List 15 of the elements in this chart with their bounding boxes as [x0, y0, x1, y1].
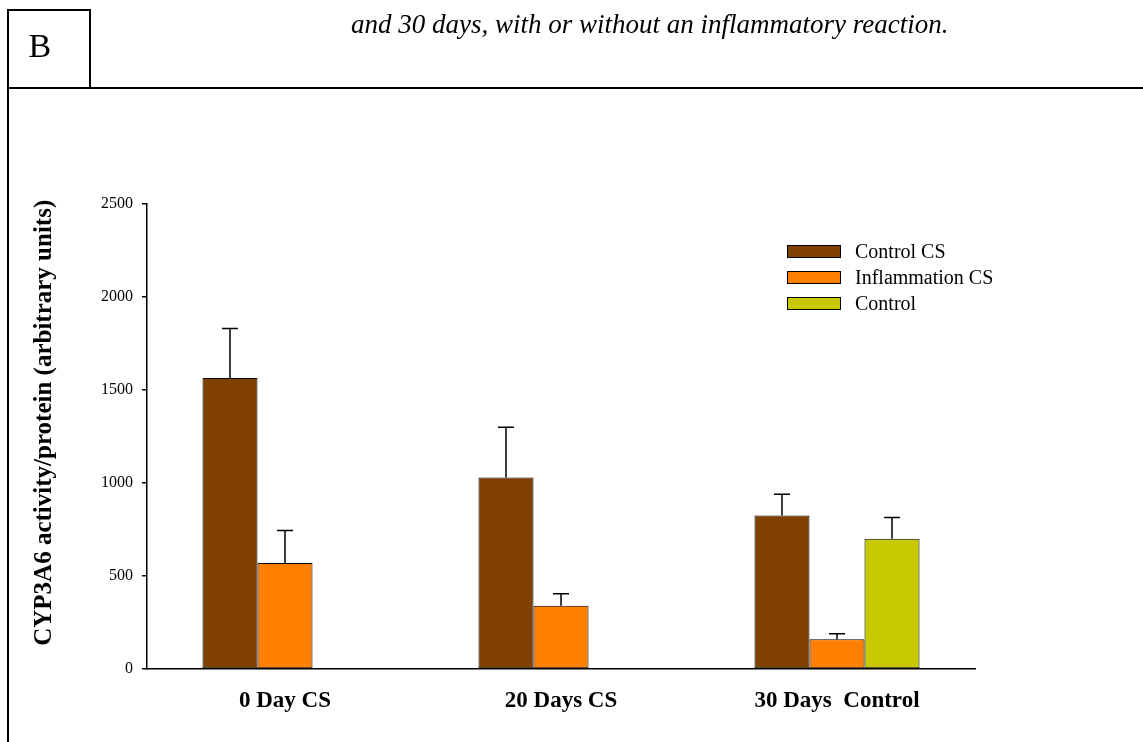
x-tick-label: 0 Day CS	[238, 686, 332, 712]
y-tick-label: 1000	[101, 473, 133, 491]
y-axis-title: CYP3A6 activity/protein (arbitrary units)	[29, 199, 57, 646]
chart-title: and 30 days, with or without an inflammatory reaction.	[351, 9, 949, 41]
x-tick-label: 30 Days Control	[754, 686, 920, 712]
y-tick-label: 0	[125, 659, 133, 677]
x-tick-label: 20 Days CS	[504, 686, 618, 712]
legend-label: Inflammation CS	[855, 266, 994, 288]
legend-label: Control CS	[855, 240, 946, 262]
text: B	[28, 27, 52, 64]
y-tick-label: 2000	[101, 287, 133, 305]
y-tick-label: 2500	[101, 194, 133, 212]
legend-label: Control	[855, 292, 917, 314]
y-tick-label: 1500	[101, 380, 133, 398]
y-tick-label: 500	[109, 566, 133, 584]
